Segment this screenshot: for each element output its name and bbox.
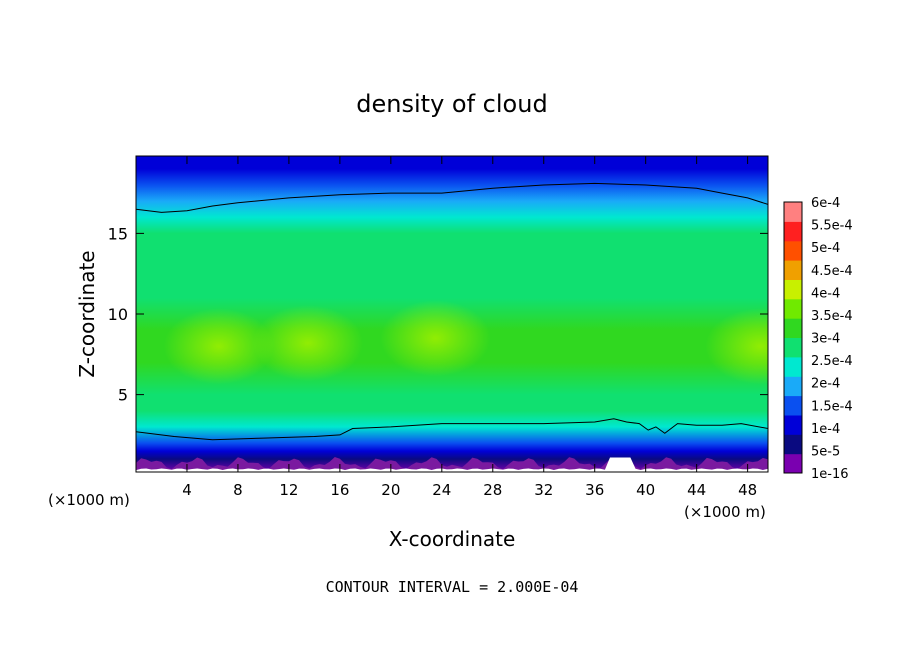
- density-maximum-0: [163, 308, 274, 385]
- contour-line-lower: [136, 418, 768, 441]
- x-tick-label: 24: [432, 481, 451, 499]
- x-tick-label: 44: [687, 481, 706, 499]
- x-tick-label: 16: [330, 481, 349, 499]
- plot-area: [136, 156, 768, 472]
- density-maximum-1: [253, 305, 364, 382]
- colorbar-swatch: [784, 395, 802, 416]
- colorbar-label: 5e-4: [811, 241, 840, 256]
- colorbar-swatch: [784, 298, 802, 319]
- x-tick-label: 8: [233, 481, 243, 499]
- colorbar-frame: [783, 201, 803, 474]
- x-tick-label: 20: [381, 481, 400, 499]
- y-tick-label: 5: [118, 386, 128, 405]
- density-maximum-3: [705, 308, 768, 385]
- x-axis-label: X-coordinate: [389, 527, 516, 551]
- colorbar-label: 3.5e-4: [811, 309, 853, 324]
- colorbar-swatch: [784, 240, 802, 261]
- x-axis-ticks: 4 8 12 16 20 24 28 32 36 40 44 48: [182, 156, 757, 499]
- colorbar-swatch: [784, 221, 802, 242]
- density-maximum-2: [380, 300, 491, 377]
- colorbar-swatch: [784, 279, 802, 300]
- x-tick-label: 48: [738, 481, 757, 499]
- ground-white-gaps: [136, 457, 768, 472]
- colorbar-label: 3e-4: [811, 332, 840, 347]
- x-unit-right: (×1000 m): [684, 503, 766, 521]
- chart-title: density of cloud: [356, 90, 547, 118]
- contour-line-upper: [136, 182, 768, 213]
- y-tick-label: 10: [108, 305, 128, 324]
- colorbar-label: 5e-5: [811, 444, 840, 459]
- colorbar-label: 2e-4: [811, 377, 840, 392]
- colorbar-swatch: [784, 453, 802, 474]
- x-tick-label: 28: [483, 481, 502, 499]
- y-axis-ticks: 5 10 15: [108, 224, 768, 405]
- colorbar-swatch: [784, 202, 802, 222]
- y-axis-label: Z-coordinate: [75, 250, 99, 377]
- colorbar: 1e-16 5e-5 1e-4 1.5e-4 2e-4 2.5e-4 3e-4 3.5e-4 4…: [783, 196, 853, 482]
- colorbar-label: 6e-4: [811, 196, 840, 211]
- colorbar-label: 5.5e-4: [811, 219, 853, 234]
- colorbar-label: 4.5e-4: [811, 264, 853, 279]
- colorbar-label: 1.5e-4: [811, 399, 853, 414]
- colorbar-swatch: [784, 337, 802, 358]
- colorbar-label: 1e-4: [811, 422, 840, 437]
- colorbar-swatch: [784, 356, 802, 377]
- colorbar-label: 4e-4: [811, 286, 840, 301]
- colorbar-swatch: [784, 434, 802, 455]
- colorbar-label: 1e-16: [811, 467, 849, 482]
- y-tick-label: 15: [108, 224, 128, 243]
- colorbar-swatch: [784, 260, 802, 280]
- maxima-layer: [163, 300, 768, 385]
- x-tick-label: 40: [636, 481, 655, 499]
- x-tick-label: 36: [585, 481, 604, 499]
- x-tick-label: 12: [279, 481, 298, 499]
- colorbar-swatch: [784, 376, 802, 397]
- x-unit-left: (×1000 m): [48, 491, 130, 509]
- colorbar-swatch: [784, 318, 802, 338]
- colorbar-label: 2.5e-4: [811, 354, 853, 369]
- x-tick-label: 32: [534, 481, 553, 499]
- x-tick-label: 4: [182, 481, 192, 499]
- colorbar-swatch: [784, 414, 802, 435]
- contour-interval-footer: CONTOUR INTERVAL = 2.000E-04: [326, 578, 579, 596]
